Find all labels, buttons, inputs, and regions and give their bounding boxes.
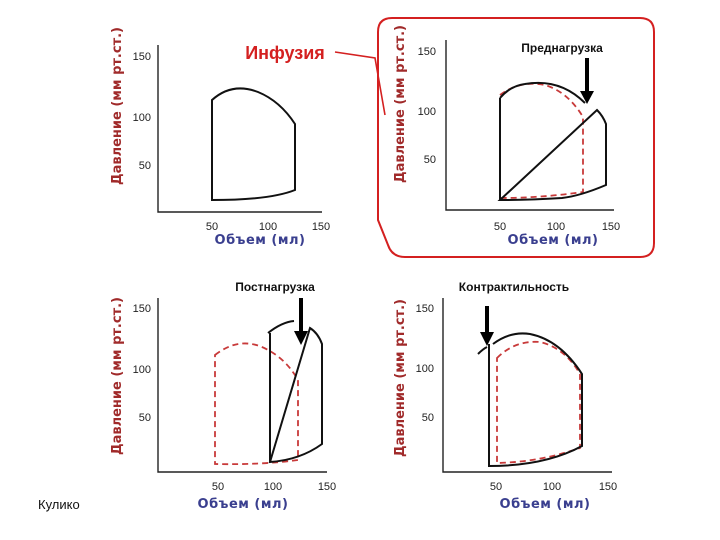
- y-tick-150: 150: [416, 303, 434, 315]
- y-tick-50: 50: [139, 412, 151, 424]
- axes: [157, 298, 327, 473]
- axes: [445, 40, 614, 211]
- afterload-arrow: [294, 298, 308, 345]
- baseline-loop-dashed: [214, 342, 299, 466]
- y-tick-150: 150: [133, 51, 151, 63]
- infusion-callout-line: [334, 51, 386, 116]
- contractility-label: Контрактильность: [459, 280, 569, 294]
- y-axis-label: Давление (мм рт.ст.): [393, 299, 408, 457]
- preload-loop: [497, 81, 607, 202]
- x-tick-150: 150: [318, 481, 336, 493]
- y-tick-100: 100: [418, 106, 436, 118]
- x-tick-50: 50: [494, 221, 506, 233]
- baseline-loop-dashed: [496, 340, 581, 464]
- x-axis-label: Объем (мл): [215, 233, 306, 248]
- x-tick-150: 150: [602, 221, 620, 233]
- preload-label: Преднагрузка: [521, 41, 603, 55]
- infusion-highlight-frame: [377, 17, 655, 258]
- author-text: Кулико: [38, 497, 80, 512]
- panel-preload: Давление (мм рт.ст.) 150 100 50 50 100 1…: [393, 25, 620, 248]
- panel-contractility: Давление (мм рт.ст.) 150 100 50 50 100 1…: [393, 280, 617, 512]
- pv-loop: [211, 87, 296, 202]
- x-tick-50: 50: [490, 481, 502, 493]
- contractility-loop: [477, 332, 583, 468]
- y-axis-label: Давление (мм рт.ст.): [110, 297, 125, 455]
- y-tick-50: 50: [139, 160, 151, 172]
- afterload-label: Постнагрузка: [235, 280, 315, 294]
- panel-afterload: Давление (мм рт.ст.) 150 100 50 50 100 1…: [110, 280, 336, 512]
- y-axis-label: Давление (мм рт.ст.): [110, 27, 125, 185]
- afterload-loop: [267, 320, 323, 464]
- axes: [442, 298, 612, 473]
- x-tick-100: 100: [259, 221, 277, 233]
- x-tick-150: 150: [599, 481, 617, 493]
- x-tick-50: 50: [206, 221, 218, 233]
- x-tick-100: 100: [547, 221, 565, 233]
- x-axis-label: Объем (мл): [500, 497, 591, 512]
- axes: [157, 45, 322, 213]
- y-tick-100: 100: [133, 364, 151, 376]
- infusion-label: Инфузия: [245, 43, 325, 63]
- y-tick-150: 150: [133, 303, 151, 315]
- x-tick-100: 100: [543, 481, 561, 493]
- y-axis-label: Давление (мм рт.ст.): [393, 25, 408, 183]
- preload-arrow: [580, 58, 594, 104]
- contractility-arrow: [480, 306, 494, 346]
- x-axis-label: Объем (мл): [508, 233, 599, 248]
- baseline-loop-dashed: [499, 82, 584, 199]
- x-axis-label: Объем (мл): [198, 497, 289, 512]
- y-tick-50: 50: [422, 412, 434, 424]
- y-tick-150: 150: [418, 46, 436, 58]
- y-tick-100: 100: [416, 363, 434, 375]
- x-tick-150: 150: [312, 221, 330, 233]
- x-tick-50: 50: [212, 481, 224, 493]
- y-tick-100: 100: [133, 112, 151, 124]
- y-tick-50: 50: [424, 154, 436, 166]
- x-tick-100: 100: [264, 481, 282, 493]
- panel-baseline: Давление (мм рт.ст.) 150 100 50 50 100 1…: [110, 27, 330, 248]
